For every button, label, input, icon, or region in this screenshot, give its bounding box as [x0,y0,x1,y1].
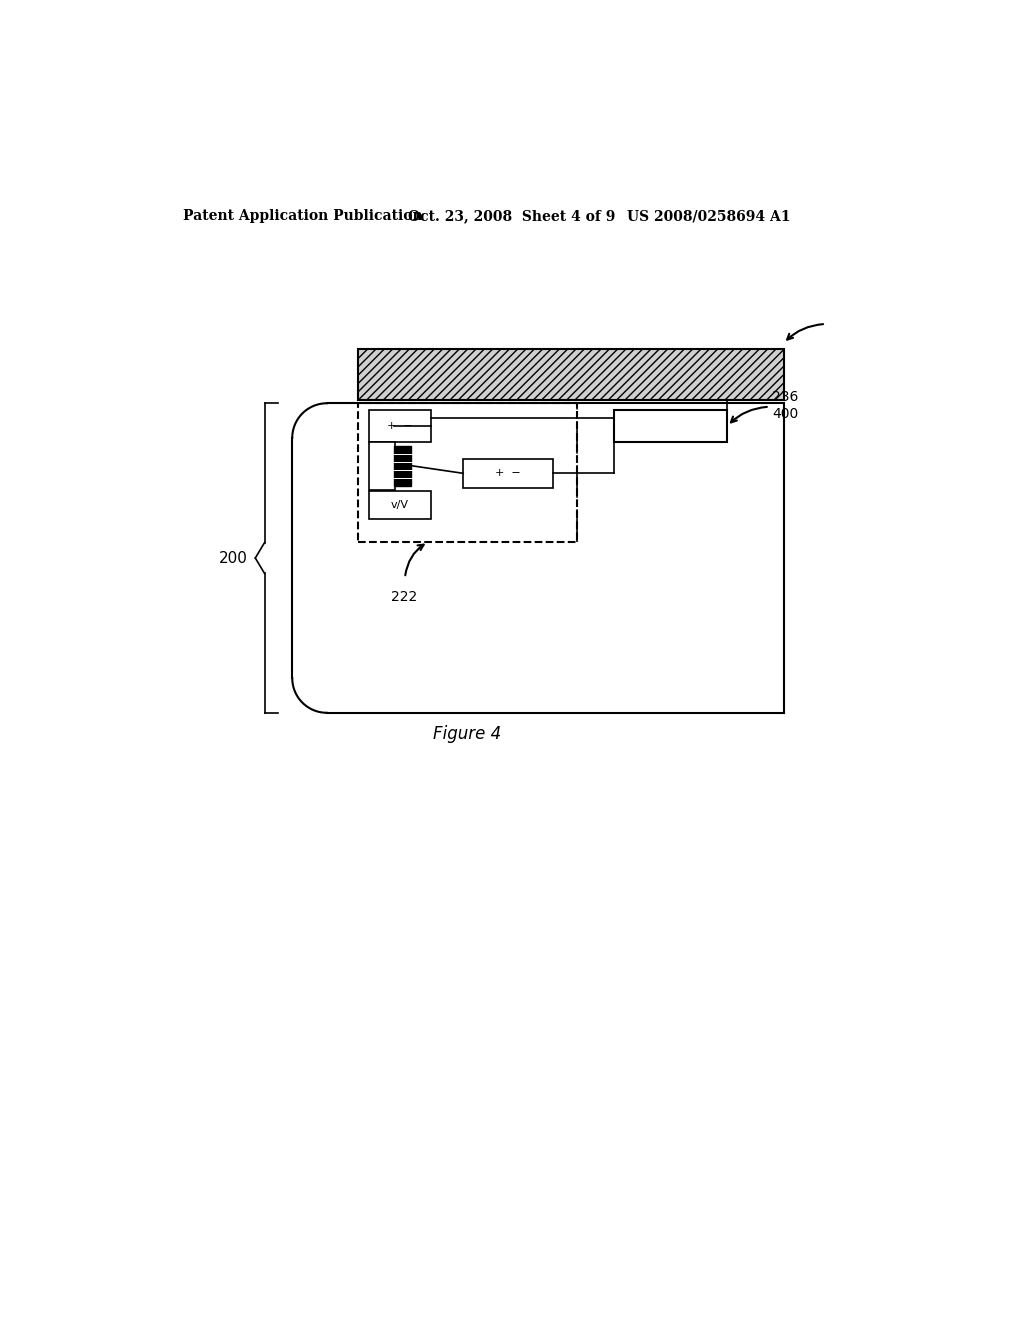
Text: +  −: + − [387,421,413,430]
Text: v/V: v/V [391,500,409,510]
Text: Figure 4: Figure 4 [433,726,501,743]
Bar [370,491,431,519]
Bar [357,404,578,543]
Text: Patent Application Publication: Patent Application Publication [183,209,423,223]
Bar [370,442,395,490]
Bar [614,411,727,442]
Bar [292,404,783,713]
Text: 222: 222 [391,590,418,603]
Bar [463,459,553,488]
Text: 200: 200 [219,550,248,565]
Text: +  −: + − [495,469,521,478]
Bar [370,411,431,442]
Text: 400: 400 [772,408,799,421]
Bar [357,350,783,400]
Text: 236: 236 [772,389,799,404]
Text: US 2008/0258694 A1: US 2008/0258694 A1 [628,209,791,223]
Bar [393,446,411,486]
Text: Oct. 23, 2008  Sheet 4 of 9: Oct. 23, 2008 Sheet 4 of 9 [408,209,615,223]
